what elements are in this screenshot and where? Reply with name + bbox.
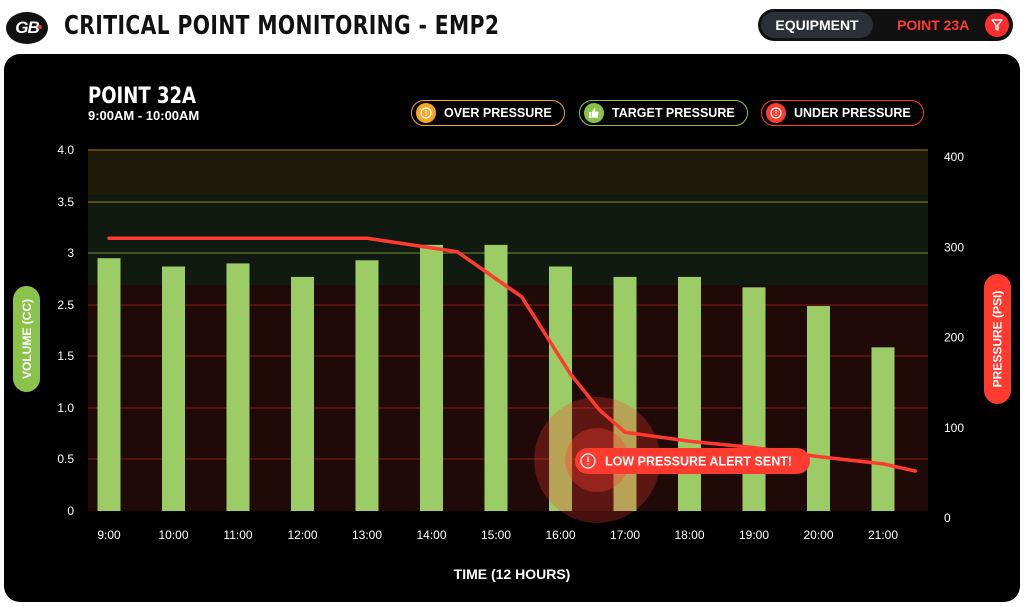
band-over <box>88 150 928 196</box>
x-tick-label: 20:00 <box>803 528 833 542</box>
logo-text: GB <box>15 18 39 37</box>
x-tick-label: 9:00 <box>97 528 121 542</box>
x-tick-label: 11:00 <box>223 528 252 542</box>
legend-under-pressure[interactable]: UNDER PRESSURE <box>761 100 924 126</box>
bar <box>484 244 508 511</box>
legend-label: OVER PRESSURE <box>444 106 552 120</box>
x-tick-label: 21:00 <box>868 528 898 542</box>
alert-callout-label: LOW PRESSURE ALERT SENT! <box>605 455 792 469</box>
band-target <box>88 195 928 286</box>
legend-target-pressure[interactable]: TARGET PRESSURE <box>579 100 748 126</box>
page-title: CRITICAL POINT MONITORING - EMP2 <box>64 11 500 41</box>
right-tick-label: 100 <box>944 421 964 435</box>
bar <box>549 266 572 511</box>
right-axis-label: PRESSURE (PSI) <box>984 274 1011 404</box>
left-tick-label: 1.5 <box>57 349 74 363</box>
left-tick-label: 3.5 <box>57 195 74 209</box>
x-tick-label: 17:00 <box>610 528 640 542</box>
equipment-point-selector: EQUIPMENT POINT 23A <box>758 9 1013 41</box>
alert-icon-dot <box>587 463 589 465</box>
right-tick-label: 200 <box>944 331 964 345</box>
top-bar: GB CRITICAL POINT MONITORING - EMP2 EQUI… <box>0 0 1024 54</box>
alert-icon <box>766 103 786 123</box>
left-tick-label: 0.5 <box>57 452 74 466</box>
left-tick-label: 2.5 <box>57 298 74 312</box>
x-tick-label: 19:00 <box>739 528 769 542</box>
alert-icon <box>416 103 436 123</box>
bar <box>355 260 379 511</box>
logo: GB <box>6 12 48 44</box>
filter-icon <box>991 19 1003 31</box>
x-tick-label: 12:00 <box>287 528 317 542</box>
x-tick-label: 18:00 <box>674 528 704 542</box>
filter-button[interactable] <box>985 13 1009 37</box>
x-tick-label: 10:00 <box>158 528 188 542</box>
right-tick-label: 0 <box>944 511 951 525</box>
bar <box>420 244 443 511</box>
bar <box>807 306 830 511</box>
left-tick-label: 4.0 <box>57 143 74 157</box>
right-tick-label: 400 <box>944 150 964 164</box>
bar <box>742 287 766 511</box>
bar <box>291 276 314 511</box>
alert-icon-bar <box>587 456 589 462</box>
band-under <box>88 285 928 511</box>
legend-over-pressure[interactable]: OVER PRESSURE <box>411 100 565 126</box>
legend-label: TARGET PRESSURE <box>612 106 735 120</box>
right-tick-label: 300 <box>944 240 964 254</box>
left-tick-label: 3 <box>67 246 74 260</box>
equipment-button[interactable]: EQUIPMENT <box>761 12 873 38</box>
alert-callout[interactable] <box>575 448 810 474</box>
bar <box>871 347 895 511</box>
thumbs-up-icon <box>584 103 604 123</box>
x-tick-label: 15:00 <box>481 528 511 542</box>
x-tick-label: 14:00 <box>416 528 446 542</box>
left-axis-label: VOLUME (CC) <box>13 286 40 392</box>
alert-icon <box>580 453 596 469</box>
pressure-line <box>107 236 917 473</box>
bar <box>97 258 121 511</box>
legend-label: UNDER PRESSURE <box>794 106 911 120</box>
bar <box>226 263 250 511</box>
point-selector[interactable]: POINT 23A <box>897 17 970 33</box>
left-tick-label: 1.0 <box>57 401 74 415</box>
x-tick-label: 13:00 <box>352 528 382 542</box>
time-range: 9:00AM - 10:00AM <box>88 108 200 123</box>
x-axis-title: TIME (12 HOURS) <box>453 566 571 582</box>
x-tick-label: 16:00 <box>545 528 575 542</box>
bar <box>678 276 701 511</box>
point-title: POINT 32A <box>88 84 197 109</box>
logo-dot <box>38 25 42 29</box>
left-tick-label: 0 <box>67 504 74 518</box>
bar <box>162 266 185 511</box>
